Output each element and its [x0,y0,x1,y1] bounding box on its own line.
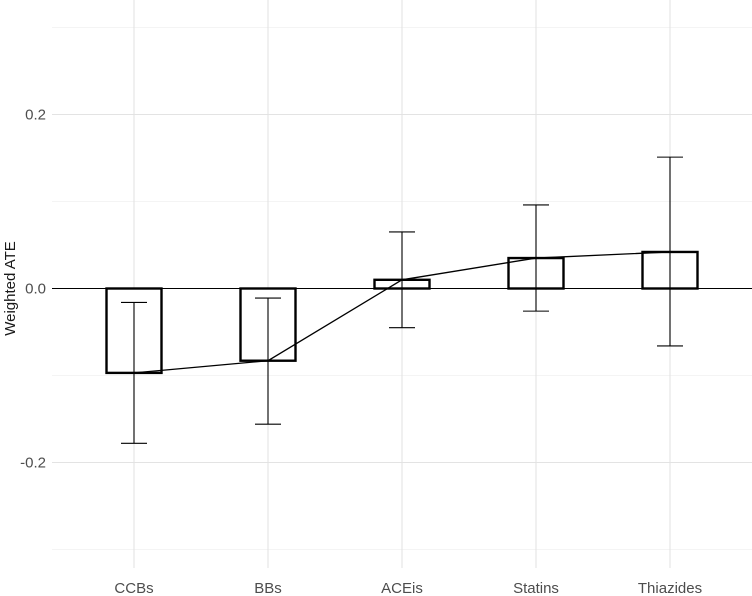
y-axis-tick-labels: -0.2 0.0 0.2 [20,107,46,472]
x-tick-label: BBs [254,580,282,596]
grid-lines [52,0,752,568]
connecting-line [133,251,671,374]
x-axis-tick-labels: CCBs BBs ACEis Statins Thiazides [114,580,702,596]
y-tick-label: 0.2 [25,107,46,124]
x-tick-label: Statins [513,580,559,596]
y-tick-label: -0.2 [20,455,46,472]
y-tick-label: 0.0 [25,281,46,298]
error-bar-thiazides [657,156,683,347]
x-tick-label: Thiazides [638,580,702,596]
y-axis-title: Weighted ATE [2,241,19,336]
x-tick-label: ACEis [381,580,423,596]
x-tick-label: CCBs [114,580,153,596]
